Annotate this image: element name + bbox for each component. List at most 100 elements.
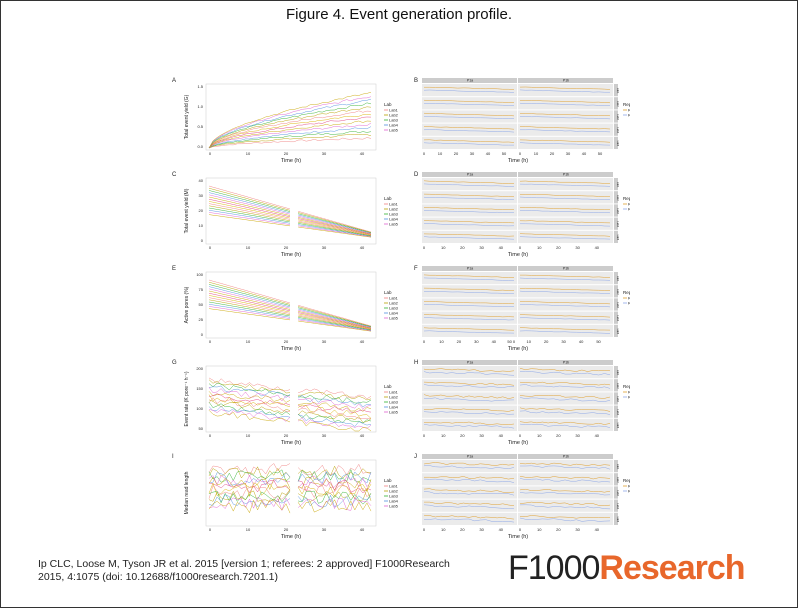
facet-cell <box>518 123 613 136</box>
legend-item-lab: Lab3 <box>389 118 399 123</box>
facet-cell <box>518 191 613 204</box>
y-tick-C: 30 <box>199 193 204 198</box>
series-line-E <box>208 295 372 330</box>
series-line-A <box>208 102 372 149</box>
legend-title-replicate: Replicate <box>623 102 630 107</box>
x-tick-J: 30 <box>575 527 580 532</box>
facet-line <box>519 397 611 402</box>
x-tick-B: 0 <box>519 151 522 156</box>
legend-item-lab: Lab1 <box>389 296 399 301</box>
facet-cell <box>518 499 613 512</box>
legend-item-replicate: R2 <box>628 395 630 400</box>
x-axis-label-I: Time (h) <box>281 534 301 540</box>
x-tick-A: 20 <box>284 151 289 156</box>
facet-side-strip <box>614 499 618 512</box>
panel-letter-F: F <box>414 266 418 272</box>
series-line-E <box>208 308 372 332</box>
facet-cell <box>422 324 517 337</box>
y-tick-C: 0 <box>201 238 204 243</box>
legend-item-lab: Lab3 <box>389 494 399 499</box>
legend-item-lab: Lab4 <box>389 405 399 410</box>
legend-item-lab: Lab3 <box>389 306 399 311</box>
series-line-C <box>208 190 372 234</box>
y-tick-A: 1.5 <box>197 84 203 89</box>
x-axis-label-H: Time (h) <box>508 440 528 446</box>
x-tick-J: 40 <box>499 527 504 532</box>
facet-line <box>423 424 515 429</box>
panel-letter-J: J <box>414 454 417 460</box>
series-line-G <box>208 385 372 408</box>
y-axis-label-C: Total event yield (M) <box>184 188 190 233</box>
facet-side-label: Lab2 <box>616 383 619 389</box>
facet-line <box>519 421 611 425</box>
facet-line <box>519 501 611 506</box>
series-line-E <box>208 299 372 330</box>
facet-line <box>519 517 611 522</box>
facet-side-strip <box>614 123 618 136</box>
facet-cell <box>518 512 613 525</box>
facet-strip-p1b <box>518 266 613 271</box>
facet-line <box>519 277 611 281</box>
x-axis-label-J: Time (h) <box>508 534 528 540</box>
facet-strip-p1a <box>422 172 517 177</box>
y-tick-E: 75 <box>199 287 204 292</box>
facet-side-strip <box>614 230 618 243</box>
legend-title-replicate: Replicate <box>623 290 630 295</box>
x-axis-label-C: Time (h) <box>281 252 301 258</box>
facet-line <box>519 207 610 210</box>
series-line-A <box>208 134 372 149</box>
facet-cell <box>422 512 517 525</box>
legend-item-replicate: R1 <box>628 202 630 207</box>
facet-line <box>519 301 611 305</box>
x-tick-G: 30 <box>322 433 327 438</box>
facet-line <box>423 220 515 224</box>
x-axis-label-G: Time (h) <box>281 440 301 446</box>
x-tick-B: 10 <box>534 151 539 156</box>
series-line-I <box>208 471 372 486</box>
facet-side-strip <box>614 486 618 499</box>
x-tick-I: 30 <box>322 527 327 532</box>
x-tick-D: 40 <box>499 245 504 250</box>
facet-line <box>424 476 515 480</box>
facet-line <box>423 236 515 240</box>
facet-line <box>423 112 515 117</box>
facet-line <box>519 210 611 214</box>
series-line-C <box>208 192 372 234</box>
x-tick-H: 10 <box>441 433 446 438</box>
figure-caption: Ip CLC, Loose M, Tyson JR et al. 2015 [v… <box>38 558 450 583</box>
x-tick-E: 20 <box>284 339 289 344</box>
facet-side-strip <box>614 97 618 110</box>
plot-area-E <box>205 271 377 339</box>
y-axis-label-A: Total event yield (G) <box>184 94 190 139</box>
x-tick-D: 40 <box>595 245 600 250</box>
x-tick-E: 30 <box>322 339 327 344</box>
facet-side-label: Lab2 <box>616 101 619 107</box>
legend-item-lab: Lab4 <box>389 123 399 128</box>
series-line-I <box>208 480 372 494</box>
facet-line <box>423 327 515 331</box>
facet-cell <box>518 473 613 486</box>
x-axis-label-D: Time (h) <box>508 252 528 258</box>
x-tick-B: 20 <box>550 151 555 156</box>
x-tick-A: 0 <box>209 151 212 156</box>
facet-line <box>423 478 515 483</box>
facet-cell <box>422 217 517 230</box>
facet-line <box>519 304 611 308</box>
facet-line <box>519 327 611 331</box>
facet-strip-label: P1a <box>467 267 473 271</box>
facet-cell <box>518 178 613 191</box>
panel-letter-C: C <box>172 172 177 178</box>
facet-cell <box>518 204 613 217</box>
x-tick-E: 10 <box>246 339 251 344</box>
facet-line <box>519 423 611 428</box>
facet-side-strip <box>614 405 618 418</box>
legend-item-replicate: R1 <box>628 296 630 301</box>
facet-line <box>520 129 611 133</box>
x-tick-B: 10 <box>438 151 443 156</box>
facet-line <box>519 139 611 143</box>
facet-side-label: Lab1 <box>616 182 619 188</box>
facet-strip-label: P1a <box>467 173 473 177</box>
facet-cell <box>422 473 517 486</box>
legend-title-replicate: Replicate <box>623 478 630 483</box>
facet-cell <box>518 110 613 123</box>
